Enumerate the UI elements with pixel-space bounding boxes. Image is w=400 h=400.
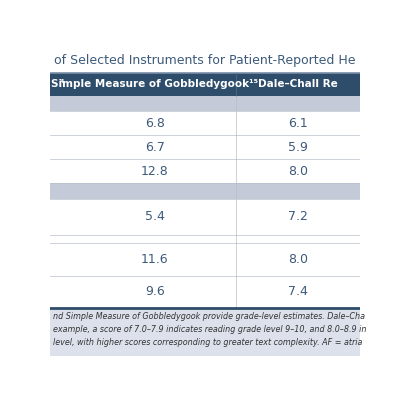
Text: 12.8: 12.8 [141,165,168,178]
Text: 11.6: 11.6 [141,253,168,266]
Text: 8.0: 8.0 [288,253,308,266]
Text: level, with higher scores corresponding to greater text complexity. AF = atria: level, with higher scores corresponding … [53,338,362,348]
Bar [50,96,360,111]
Text: 5.9: 5.9 [288,141,308,154]
Text: 7.2: 7.2 [288,210,308,223]
Text: example, a score of 7.0–7.9 indicates reading grade level 9–10, and 8.0–8.9 in: example, a score of 7.0–7.9 indicates re… [53,325,367,334]
Text: 5.4: 5.4 [145,210,164,223]
Text: Dale–Chall Re: Dale–Chall Re [258,79,338,89]
Text: 6.1: 6.1 [288,117,308,130]
Bar [50,73,360,96]
Text: ⁴: ⁴ [59,79,64,89]
Text: 8.0: 8.0 [288,165,308,178]
Text: Simple Measure of Gobbledygook¹⁵: Simple Measure of Gobbledygook¹⁵ [51,79,258,89]
Text: nd Simple Measure of Gobbledygook provide grade-level estimates. Dale–Cha: nd Simple Measure of Gobbledygook provid… [53,312,365,321]
Bar [50,183,360,198]
Text: 6.7: 6.7 [145,141,164,154]
Text: 6.8: 6.8 [145,117,164,130]
Text: of Selected Instruments for Patient-Reported He: of Selected Instruments for Patient-Repo… [54,54,356,67]
Text: 9.6: 9.6 [145,286,164,298]
Bar [50,308,360,356]
Text: 7.4: 7.4 [288,286,308,298]
